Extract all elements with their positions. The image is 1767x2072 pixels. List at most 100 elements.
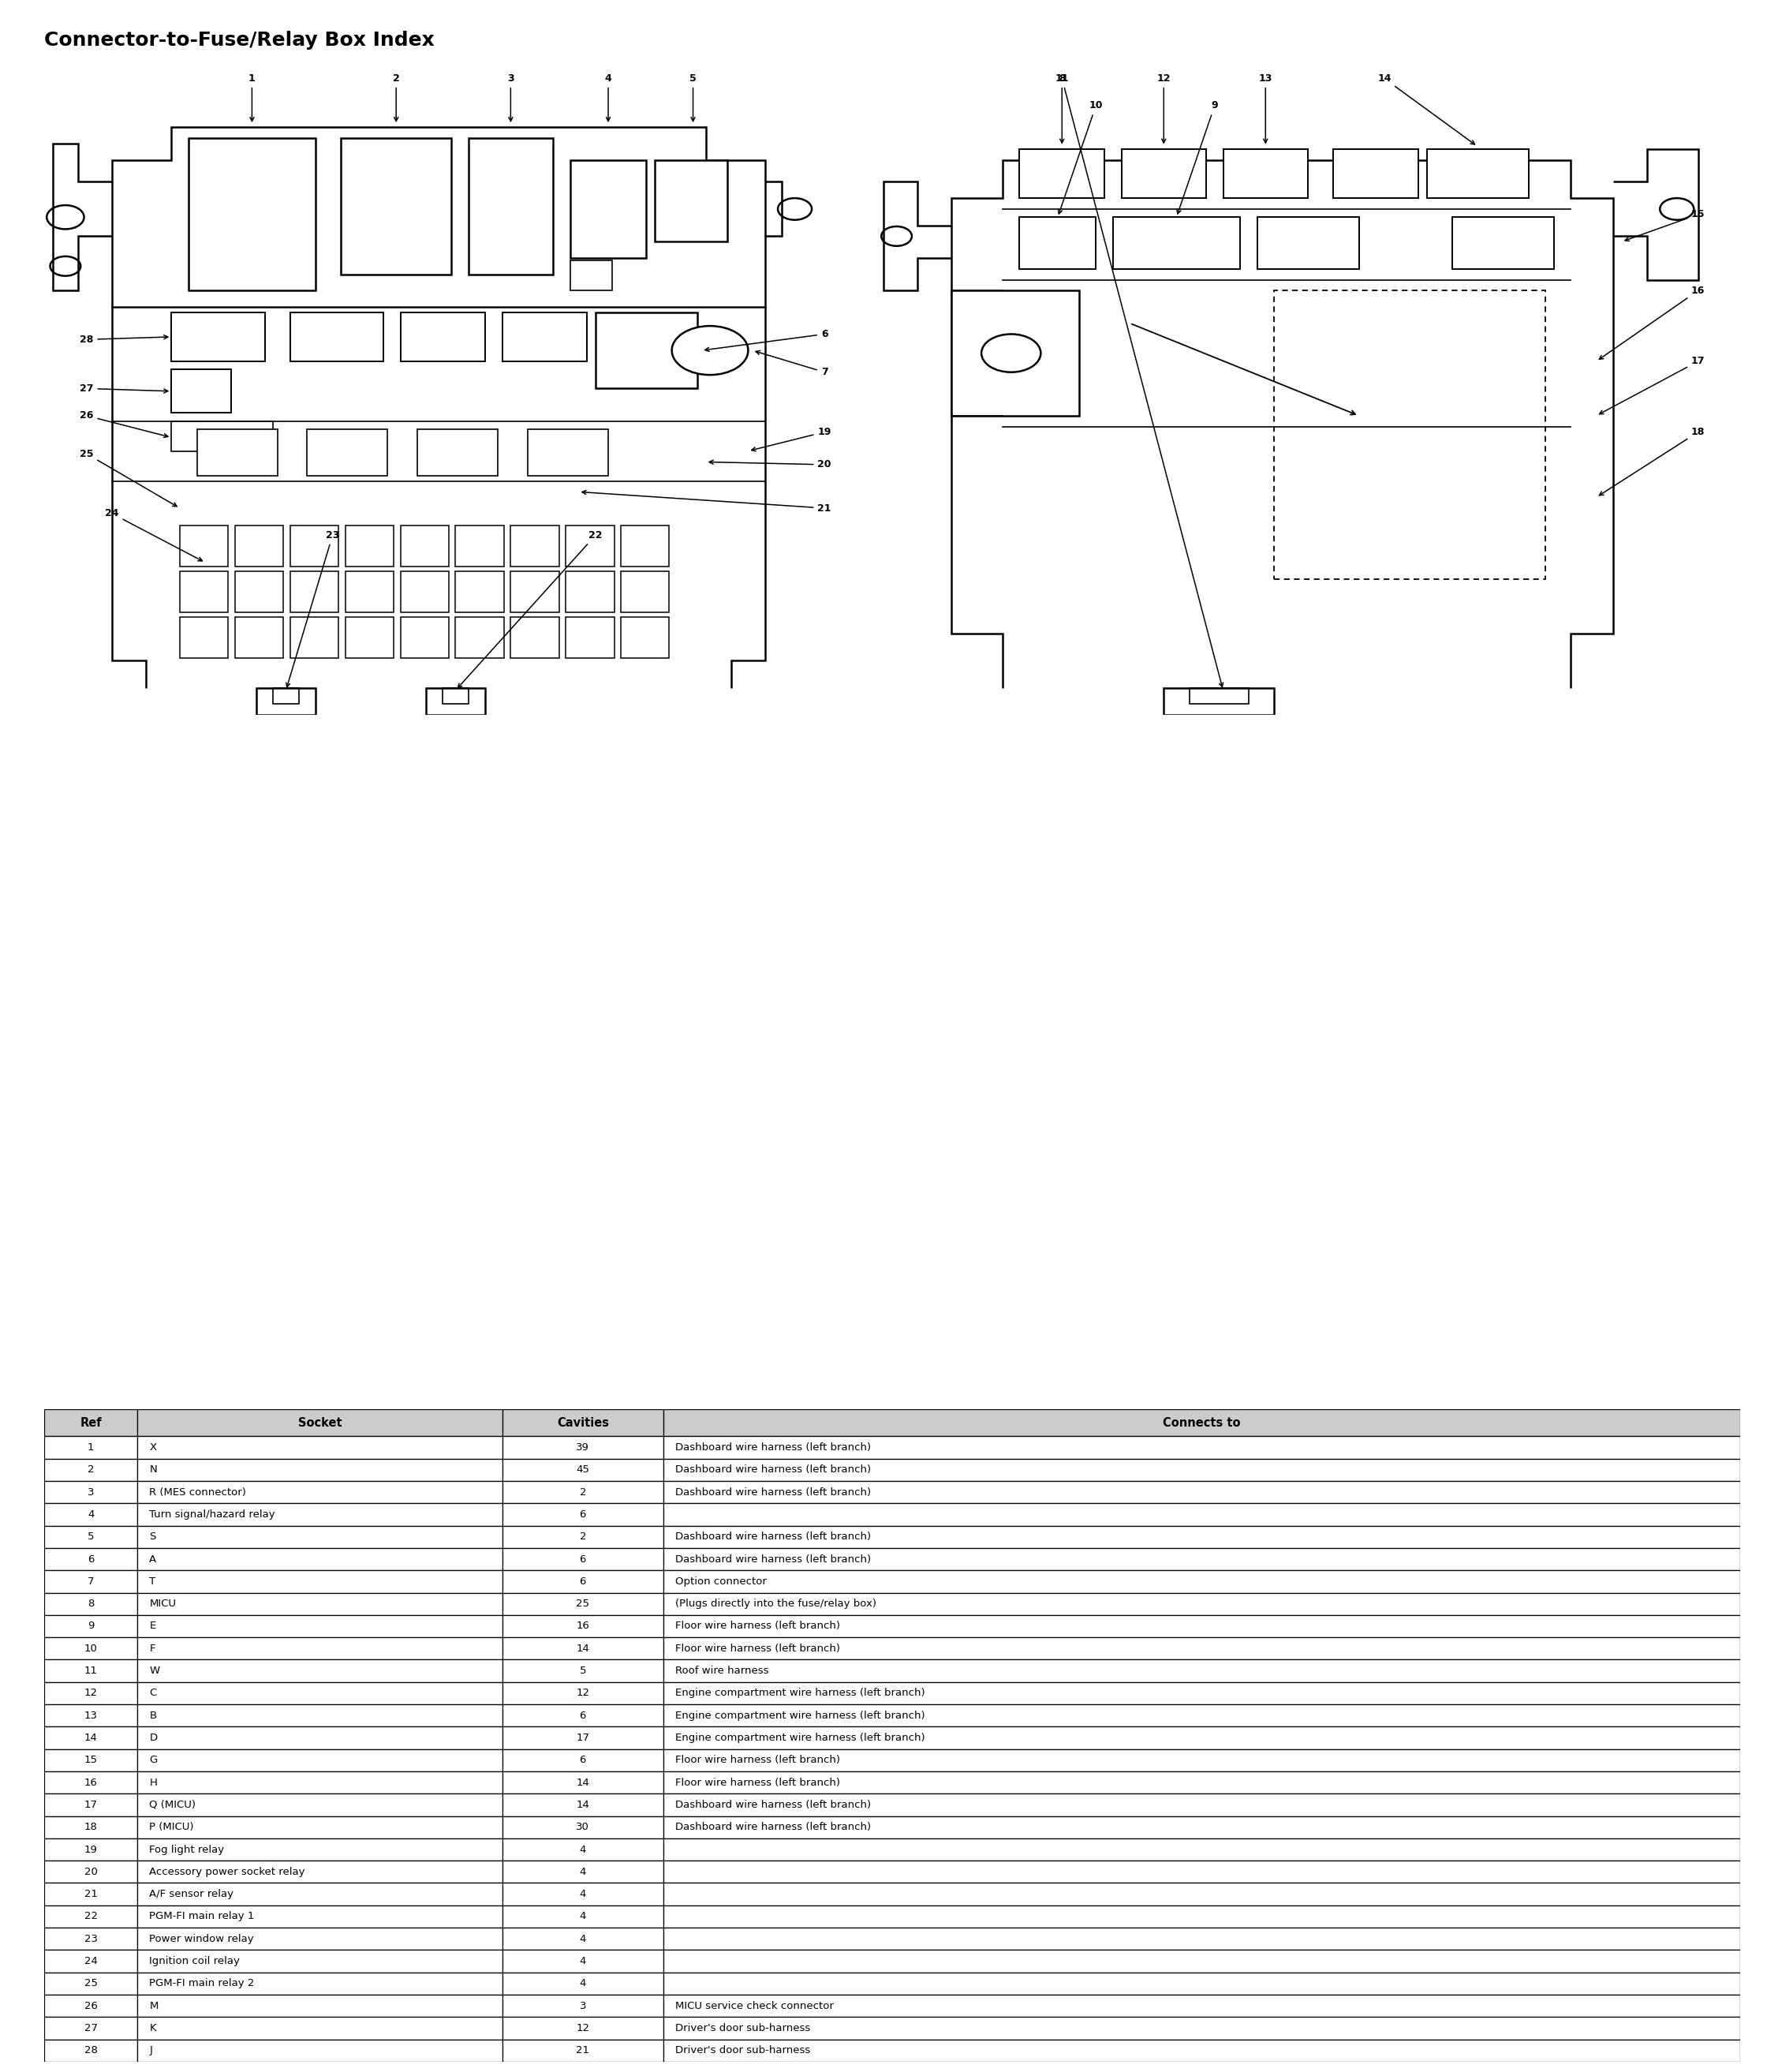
Bar — [502, 1749, 663, 1772]
Text: 27: 27 — [85, 2022, 97, 2033]
Text: 4: 4 — [580, 1979, 587, 1989]
Bar — [502, 1614, 663, 1637]
Bar — [663, 1815, 1740, 1838]
Bar — [663, 1772, 1740, 1794]
Text: K: K — [150, 2022, 155, 2033]
Text: PGM-FI main relay 1: PGM-FI main relay 1 — [150, 1910, 254, 1921]
Bar — [502, 1593, 663, 1614]
Bar — [502, 1838, 663, 1861]
Bar — [44, 1995, 138, 2016]
Text: 3: 3 — [88, 1488, 94, 1498]
Bar — [44, 1525, 138, 1548]
Text: 26: 26 — [85, 2002, 97, 2012]
Bar — [345, 617, 394, 657]
Text: F: F — [150, 1643, 155, 1653]
Text: 2: 2 — [580, 1531, 587, 1542]
Bar — [502, 1973, 663, 1995]
Text: 4: 4 — [88, 1508, 94, 1519]
Text: P (MICU): P (MICU) — [150, 1821, 194, 1832]
Bar — [44, 1927, 138, 1950]
Bar — [138, 1927, 502, 1950]
Bar — [663, 1436, 1740, 1459]
Bar — [44, 1637, 138, 1660]
Bar — [1223, 149, 1308, 199]
Text: H: H — [150, 1778, 157, 1788]
Text: Floor wire harness (left branch): Floor wire harness (left branch) — [675, 1778, 839, 1788]
Bar — [663, 1571, 1740, 1593]
Text: 21: 21 — [581, 491, 832, 514]
Bar — [1020, 149, 1104, 199]
Text: G: G — [150, 1755, 157, 1765]
Text: 4: 4 — [580, 1956, 587, 1966]
Text: A: A — [150, 1554, 157, 1564]
Bar — [44, 1794, 138, 1815]
Bar — [138, 2039, 502, 2062]
Bar — [1113, 218, 1240, 269]
Text: T: T — [150, 1577, 155, 1587]
Bar — [401, 572, 449, 611]
Text: 7: 7 — [88, 1577, 94, 1587]
Bar — [663, 1749, 1740, 1772]
Bar — [663, 1927, 1740, 1950]
Bar — [502, 1637, 663, 1660]
Text: MICU: MICU — [150, 1600, 177, 1610]
Bar — [502, 1504, 663, 1525]
Bar — [401, 617, 449, 657]
Text: 14: 14 — [1376, 73, 1475, 145]
Bar — [44, 1838, 138, 1861]
Bar — [138, 1682, 502, 1705]
Text: 6: 6 — [705, 329, 829, 352]
Bar — [502, 1927, 663, 1950]
Bar — [44, 1749, 138, 1772]
Text: 8: 8 — [88, 1600, 94, 1610]
Bar — [180, 572, 228, 611]
Bar — [663, 1861, 1740, 1883]
Bar — [456, 617, 504, 657]
Bar — [663, 1950, 1740, 1973]
Bar — [44, 2016, 138, 2039]
Text: E: E — [150, 1620, 155, 1631]
Bar — [663, 1838, 1740, 1861]
Text: 23: 23 — [85, 1933, 97, 1944]
Bar — [663, 1504, 1740, 1525]
Bar — [44, 1614, 138, 1637]
Bar — [44, 1906, 138, 1927]
Text: B: B — [150, 1709, 157, 1720]
Text: 2: 2 — [392, 73, 399, 120]
Bar — [1334, 149, 1419, 199]
Text: Driver's door sub-harness: Driver's door sub-harness — [675, 2045, 811, 2055]
Bar — [345, 572, 394, 611]
Text: 20: 20 — [85, 1867, 97, 1877]
Bar — [663, 1409, 1740, 1436]
Bar — [44, 1973, 138, 1995]
Text: 16: 16 — [1599, 286, 1705, 358]
Bar — [502, 1950, 663, 1973]
Bar — [138, 1614, 502, 1637]
Text: 25: 25 — [85, 1979, 97, 1989]
Text: 5: 5 — [689, 73, 696, 120]
Bar — [138, 1749, 502, 1772]
Text: PGM-FI main relay 2: PGM-FI main relay 2 — [150, 1979, 254, 1989]
Text: Floor wire harness (left branch): Floor wire harness (left branch) — [675, 1755, 839, 1765]
Text: 24: 24 — [85, 1956, 97, 1966]
Text: Dashboard wire harness (left branch): Dashboard wire harness (left branch) — [675, 1488, 871, 1498]
Bar — [663, 1682, 1740, 1705]
Bar — [401, 526, 449, 566]
Text: 12: 12 — [576, 1689, 590, 1699]
Bar — [44, 1409, 138, 1436]
Bar — [235, 572, 283, 611]
Bar — [138, 1995, 502, 2016]
Bar — [235, 526, 283, 566]
Text: 15: 15 — [85, 1755, 97, 1765]
Text: 39: 39 — [576, 1442, 590, 1452]
Bar — [663, 1705, 1740, 1726]
Bar — [663, 1906, 1740, 1927]
Bar — [595, 313, 698, 390]
Text: 3: 3 — [507, 73, 514, 120]
Text: 45: 45 — [576, 1465, 590, 1475]
Text: Power window relay: Power window relay — [150, 1933, 254, 1944]
Bar — [44, 1571, 138, 1593]
Text: 8: 8 — [1058, 73, 1223, 688]
Text: 19: 19 — [751, 427, 830, 452]
Bar — [502, 313, 587, 361]
